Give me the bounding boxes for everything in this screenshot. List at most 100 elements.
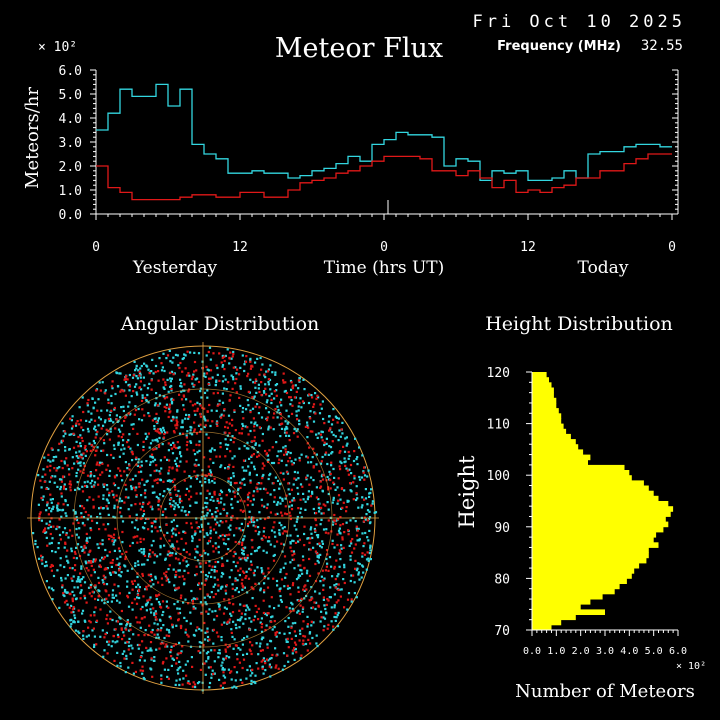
angular-point-previous — [80, 456, 83, 459]
angular-point-current — [173, 507, 176, 511]
angular-point-current — [282, 566, 285, 569]
angular-point-previous — [175, 446, 178, 450]
angular-point-previous — [227, 467, 230, 470]
angular-point-current — [75, 546, 78, 549]
angular-point-previous — [130, 580, 134, 583]
angular-point-previous — [173, 431, 176, 434]
angular-point-current — [281, 668, 284, 671]
angular-point-previous — [92, 568, 95, 571]
angular-point-current — [70, 547, 73, 550]
angular-point-previous — [195, 597, 198, 600]
angular-point-current — [98, 381, 101, 384]
angular-point-current — [277, 604, 280, 607]
angular-point-current — [228, 362, 231, 365]
angular-point-previous — [298, 639, 301, 642]
angular-point-previous — [312, 465, 315, 468]
angular-point-previous — [103, 556, 106, 559]
angular-point-current — [368, 529, 371, 532]
angular-point-previous — [284, 505, 287, 508]
angular-point-current — [185, 619, 188, 623]
angular-point-previous — [264, 536, 267, 539]
angular-point-previous — [343, 571, 346, 574]
angular-point-previous — [179, 626, 183, 630]
angular-point-previous — [85, 567, 88, 570]
flux-y-tick-label: 0.0 — [59, 208, 82, 223]
angular-point-current — [319, 620, 322, 623]
angular-point-current — [217, 602, 220, 606]
angular-point-current — [235, 587, 238, 590]
angular-point-current — [170, 400, 174, 403]
angular-point-previous — [133, 598, 136, 601]
angular-point-previous — [266, 416, 269, 419]
height-y-tick-label: 120 — [487, 366, 510, 381]
angular-point-current — [93, 481, 97, 484]
angular-point-current — [197, 352, 201, 355]
angular-point-current — [172, 519, 175, 522]
angular-point-current — [211, 610, 214, 613]
angular-point-current — [135, 383, 138, 386]
angular-point-previous — [211, 545, 215, 548]
angular-point-previous — [163, 432, 166, 436]
angular-point-current — [145, 517, 148, 520]
angular-point-previous — [286, 584, 289, 587]
angular-point-previous — [149, 555, 152, 558]
angular-point-current — [236, 618, 239, 622]
angular-point-current — [340, 588, 343, 591]
angular-point-previous — [220, 623, 223, 626]
angular-point-previous — [315, 397, 318, 400]
angular-point-current — [47, 487, 50, 490]
angular-point-previous — [228, 422, 231, 425]
angular-point-current — [117, 563, 120, 566]
angular-point-previous — [108, 538, 111, 541]
angular-point-current — [357, 527, 360, 530]
angular-point-current — [206, 627, 209, 630]
angular-point-current — [200, 428, 203, 431]
angular-point-current — [361, 555, 364, 558]
angular-point-current — [268, 657, 272, 660]
angular-point-previous — [60, 492, 63, 495]
angular-point-previous — [345, 510, 348, 513]
angular-point-current — [144, 496, 147, 499]
angular-point-current — [51, 507, 54, 510]
angular-point-current — [159, 529, 162, 532]
angular-point-current — [260, 537, 263, 540]
angular-point-previous — [179, 651, 182, 655]
angular-point-current — [57, 542, 60, 545]
angular-point-current — [255, 379, 258, 382]
angular-point-previous — [186, 440, 189, 444]
angular-point-current — [360, 476, 364, 479]
angular-point-current — [355, 596, 358, 599]
angular-point-previous — [76, 460, 79, 463]
angular-point-previous — [143, 492, 146, 495]
angular-point-current — [193, 533, 196, 536]
height-bar — [532, 413, 562, 419]
angular-point-current — [286, 587, 290, 590]
angular-point-current — [78, 488, 81, 491]
angular-point-current — [178, 683, 181, 687]
angular-point-previous — [77, 435, 80, 439]
height-bar — [532, 480, 644, 486]
angular-point-current — [275, 441, 278, 444]
angular-point-current — [34, 539, 37, 543]
angular-point-current — [66, 574, 69, 577]
angular-point-current — [334, 415, 337, 418]
angular-point-current — [295, 414, 298, 417]
angular-point-current — [158, 470, 161, 473]
angular-point-current — [288, 505, 291, 508]
angular-point-current — [171, 657, 174, 660]
angular-point-current — [204, 419, 207, 422]
angular-point-previous — [206, 593, 209, 596]
angular-point-previous — [240, 543, 244, 546]
angular-point-previous — [215, 364, 218, 367]
angular-point-current — [219, 489, 223, 492]
angular-point-previous — [187, 571, 190, 575]
angular-point-current — [271, 628, 274, 631]
angular-point-current — [186, 660, 189, 663]
angular-point-current — [106, 488, 109, 491]
angular-point-current — [159, 544, 162, 548]
angular-point-previous — [185, 444, 188, 447]
angular-point-current — [203, 391, 207, 394]
angular-point-previous — [339, 450, 342, 453]
angular-point-previous — [104, 633, 107, 636]
angular-point-current — [229, 476, 233, 480]
